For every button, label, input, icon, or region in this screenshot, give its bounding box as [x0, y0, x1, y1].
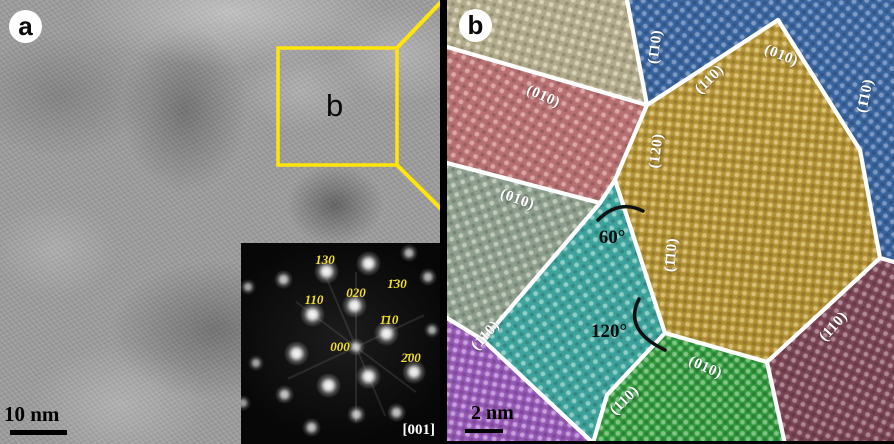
- diffraction-spot: [248, 355, 264, 371]
- diffraction-spot: [274, 384, 294, 404]
- diffraction-spot: [315, 372, 341, 398]
- diffraction-spot-label: 000: [330, 339, 350, 354]
- panel-label-badge-b: b: [459, 9, 492, 42]
- angle-label: 120°: [590, 321, 628, 342]
- diffraction-spot-label: 130: [315, 252, 335, 267]
- diffraction-spot: [400, 244, 418, 262]
- plane-label-gold: (1̄10): [662, 237, 681, 273]
- panel-a-letter: a: [18, 11, 33, 41]
- zoom-connector-line-top: [395, 0, 440, 50]
- diffraction-spot-label: 110: [304, 292, 324, 307]
- diffraction-spot: [273, 269, 293, 289]
- diffraction-spot: [419, 268, 437, 286]
- panel-a-tem-image: a b 10 nm [001] 130 020 1̄30 110 1̄10 000 2̄00: [0, 0, 440, 444]
- diffraction-spot-label: 1̄10: [379, 312, 399, 327]
- diffraction-spot-label: 020: [346, 285, 366, 300]
- diffraction-spot: [423, 321, 440, 339]
- diffraction-spot: [346, 404, 366, 424]
- diffraction-spot: [283, 340, 309, 366]
- scale-bar-label-b: 2 nm: [471, 402, 514, 424]
- diffraction-spot: [301, 417, 321, 437]
- angle-label: 60°: [598, 227, 626, 248]
- diffraction-inset: [001] 130 020 1̄30 110 1̄10 000 2̄00: [241, 243, 440, 444]
- diffraction-spot-label: 1̄30: [387, 276, 407, 291]
- zoom-region-label: b: [326, 88, 344, 123]
- panel-label-badge-a: a: [9, 10, 42, 43]
- diffraction-spot: [355, 363, 381, 389]
- panel-b-letter: b: [467, 10, 484, 40]
- scale-bar-b: [465, 429, 503, 433]
- scale-bar-label-a: 10 nm: [4, 402, 60, 426]
- diffraction-spot: [355, 250, 381, 276]
- zoom-connector-line-bottom: [395, 163, 440, 211]
- scale-bar-a: [10, 430, 67, 435]
- diffraction-spot: [241, 395, 251, 411]
- diffraction-spot: [241, 279, 256, 295]
- diffraction-spot: [386, 402, 406, 422]
- zone-axis-label: [001]: [402, 422, 436, 438]
- panel-b-hrtem-image: b 2 nm (1̄10) (1̄10) (110) (010) (120) (1̄10)…: [447, 0, 894, 441]
- diffraction-spot-label: 2̄00: [401, 350, 421, 365]
